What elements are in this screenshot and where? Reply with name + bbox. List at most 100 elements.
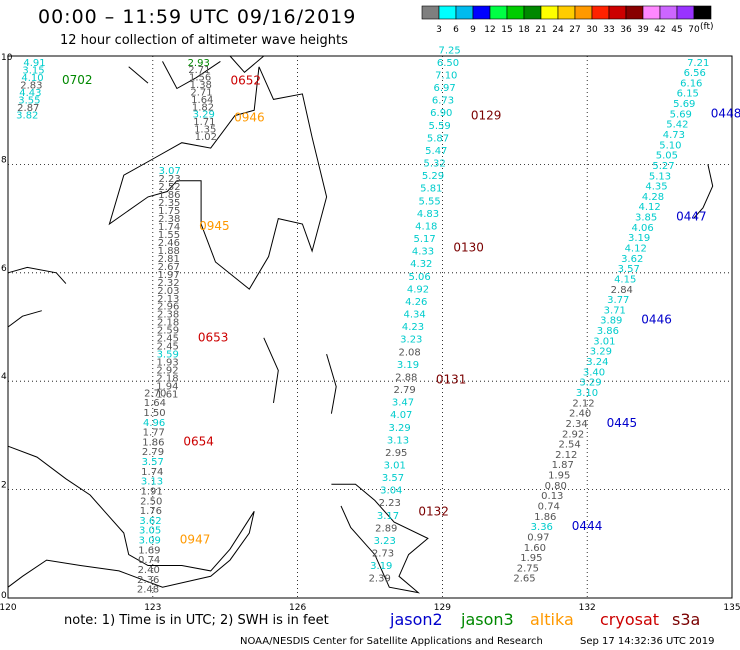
scale-tick-label: 42 <box>654 25 665 35</box>
wave-height-value: 4.06 <box>631 223 653 234</box>
wave-height-value: 2.18 <box>156 374 178 385</box>
wave-height-value: 3.57 <box>618 264 640 275</box>
wave-height-value: 2.75 <box>517 563 539 574</box>
wave-height-value: 1.86 <box>158 190 180 201</box>
wave-height-value: 5.69 <box>670 109 692 120</box>
track-d: 2.701.641.504.961.771.862.793.571.743.13… <box>137 388 214 595</box>
wave-height-value: 5.05 <box>656 151 678 162</box>
wave-height-value: 2.45 <box>157 334 179 345</box>
wave-height-value: 4.35 <box>645 182 667 193</box>
coastline <box>331 483 429 594</box>
wave-height-value: 3.01 <box>384 461 406 472</box>
wave-height-value: 1.93 <box>156 358 178 369</box>
lat-tick-label: 4 <box>1 372 7 382</box>
wave-height-value: 5.17 <box>413 234 435 245</box>
map-subtitle: 12 hour collection of altimeter wave hei… <box>60 33 348 48</box>
wave-height-value: 1.94 <box>156 382 178 393</box>
wave-height-value: 2.87 <box>17 103 39 114</box>
wave-height-value: 2.13 <box>157 294 179 305</box>
wave-height-value: 1.86 <box>534 512 556 523</box>
wave-height-value: 2.71 <box>188 65 210 76</box>
scale-tick-label: 36 <box>620 25 632 35</box>
wave-height-value: 1.86 <box>142 437 164 448</box>
pass-time-label: 0445 <box>607 416 638 430</box>
wave-height-value: 2.18 <box>157 318 179 329</box>
wave-height-value: 2.89 <box>375 523 397 534</box>
wave-height-value: 2.92 <box>562 429 584 440</box>
wave-height-value: 6.56 <box>684 68 706 79</box>
wave-height-value: 2.70 <box>144 388 166 399</box>
wave-height-value: 0.74 <box>538 502 560 513</box>
wave-height-value: 1.97 <box>157 270 179 281</box>
wave-height-value: 5.10 <box>659 140 681 151</box>
track-c: 3.072.232.521.862.351.752.381.741.552.46… <box>156 166 229 400</box>
wave-height-value: 1.60 <box>524 543 546 554</box>
wave-height-value: 4.43 <box>19 88 41 99</box>
scale-tick-label: 18 <box>518 25 530 35</box>
wave-height-value: 2.81 <box>158 254 180 265</box>
wave-height-value: 5.27 <box>652 161 674 172</box>
wave-height-value: 2.52 <box>158 182 180 193</box>
pass-time-label: 0945 <box>199 219 230 233</box>
wave-height-value: 3.23 <box>374 536 396 547</box>
pass-time-label: 0653 <box>198 331 229 345</box>
legend-cryosat: cryosat <box>600 610 660 629</box>
wave-height-value: 6.97 <box>433 83 455 94</box>
wave-height-value: 2.12 <box>572 398 594 409</box>
wave-height-value: 3.05 <box>139 526 161 537</box>
wave-height-value: 2.39 <box>369 574 391 585</box>
wave-height-value: 2.32 <box>157 278 179 289</box>
wave-height-value: 1.74 <box>141 467 163 478</box>
wave-height-value: 3.13 <box>387 435 409 446</box>
wave-height-value: 3.19 <box>397 360 419 371</box>
wave-height-value: 1.95 <box>520 553 542 564</box>
scale-swatch <box>693 5 712 20</box>
wave-height-value: 2.73 <box>372 549 394 560</box>
wave-height-value: 2.48 <box>137 585 159 596</box>
track-a: 4.913.154.102.834.433.552.873.82 0702 <box>16 58 92 122</box>
wave-height-value: 2.03 <box>157 286 179 297</box>
wave-height-value: 2.59 <box>157 326 179 337</box>
wave-height-value: 4.32 <box>410 259 432 270</box>
wave-height-value: 2.96 <box>157 302 179 313</box>
graticule <box>8 56 732 598</box>
scale-tick-label: 3 <box>436 25 442 35</box>
coastline <box>7 445 255 588</box>
pass-time-label: 0131 <box>436 373 467 387</box>
wave-height-value: 3.47 <box>392 398 414 409</box>
wave-height-value: 0.74 <box>138 555 160 566</box>
lon-tick-label: 135 <box>723 603 740 613</box>
pass-time-label: 0444 <box>572 519 603 533</box>
scale-tick-label: 9 <box>470 25 476 35</box>
wave-height-value: 3.85 <box>635 213 657 224</box>
wave-height-value: 2.79 <box>142 447 164 458</box>
wave-height-value: 1.95 <box>548 471 570 482</box>
wave-height-value: 7.25 <box>438 45 460 56</box>
scale-tick-label: 30 <box>586 25 598 35</box>
track-e: 7.25 6.50 7.106.97 6.736.90 5.595.87 5.47 5.32… <box>369 45 502 584</box>
wave-height-value: 1.87 <box>552 460 574 471</box>
coastlines <box>7 55 714 594</box>
wave-height-value: 1.74 <box>158 222 180 233</box>
wave-height-value: 4.26 <box>405 297 427 308</box>
wave-height-value: 4.34 <box>403 310 425 321</box>
color-scale-unit: (ft) <box>700 22 714 32</box>
map-title: 00:00 – 11:59 UTC 09/16/2019 <box>38 6 357 28</box>
wave-height-value: 2.38 <box>158 214 180 225</box>
wave-height-value: 2.23 <box>379 498 401 509</box>
wave-height-value: 3.13 <box>141 477 163 488</box>
wave-height-value: 1.61 <box>156 390 178 401</box>
pass-time-label: 0132 <box>418 505 449 519</box>
scale-tick-label: 33 <box>603 25 614 35</box>
wave-height-value: 3.40 <box>583 367 605 378</box>
lat-tick-label: 2 <box>1 481 7 491</box>
wave-height-value: 1.55 <box>158 230 180 241</box>
lon-tick-label: 123 <box>144 603 161 613</box>
scale-tick-label: 21 <box>535 25 546 35</box>
legend-jason3: jason3 <box>461 610 514 629</box>
wave-height-value: 5.59 <box>428 121 450 132</box>
wave-height-value: 1.38 <box>190 80 212 91</box>
wave-height-value: 2.08 <box>398 347 420 358</box>
